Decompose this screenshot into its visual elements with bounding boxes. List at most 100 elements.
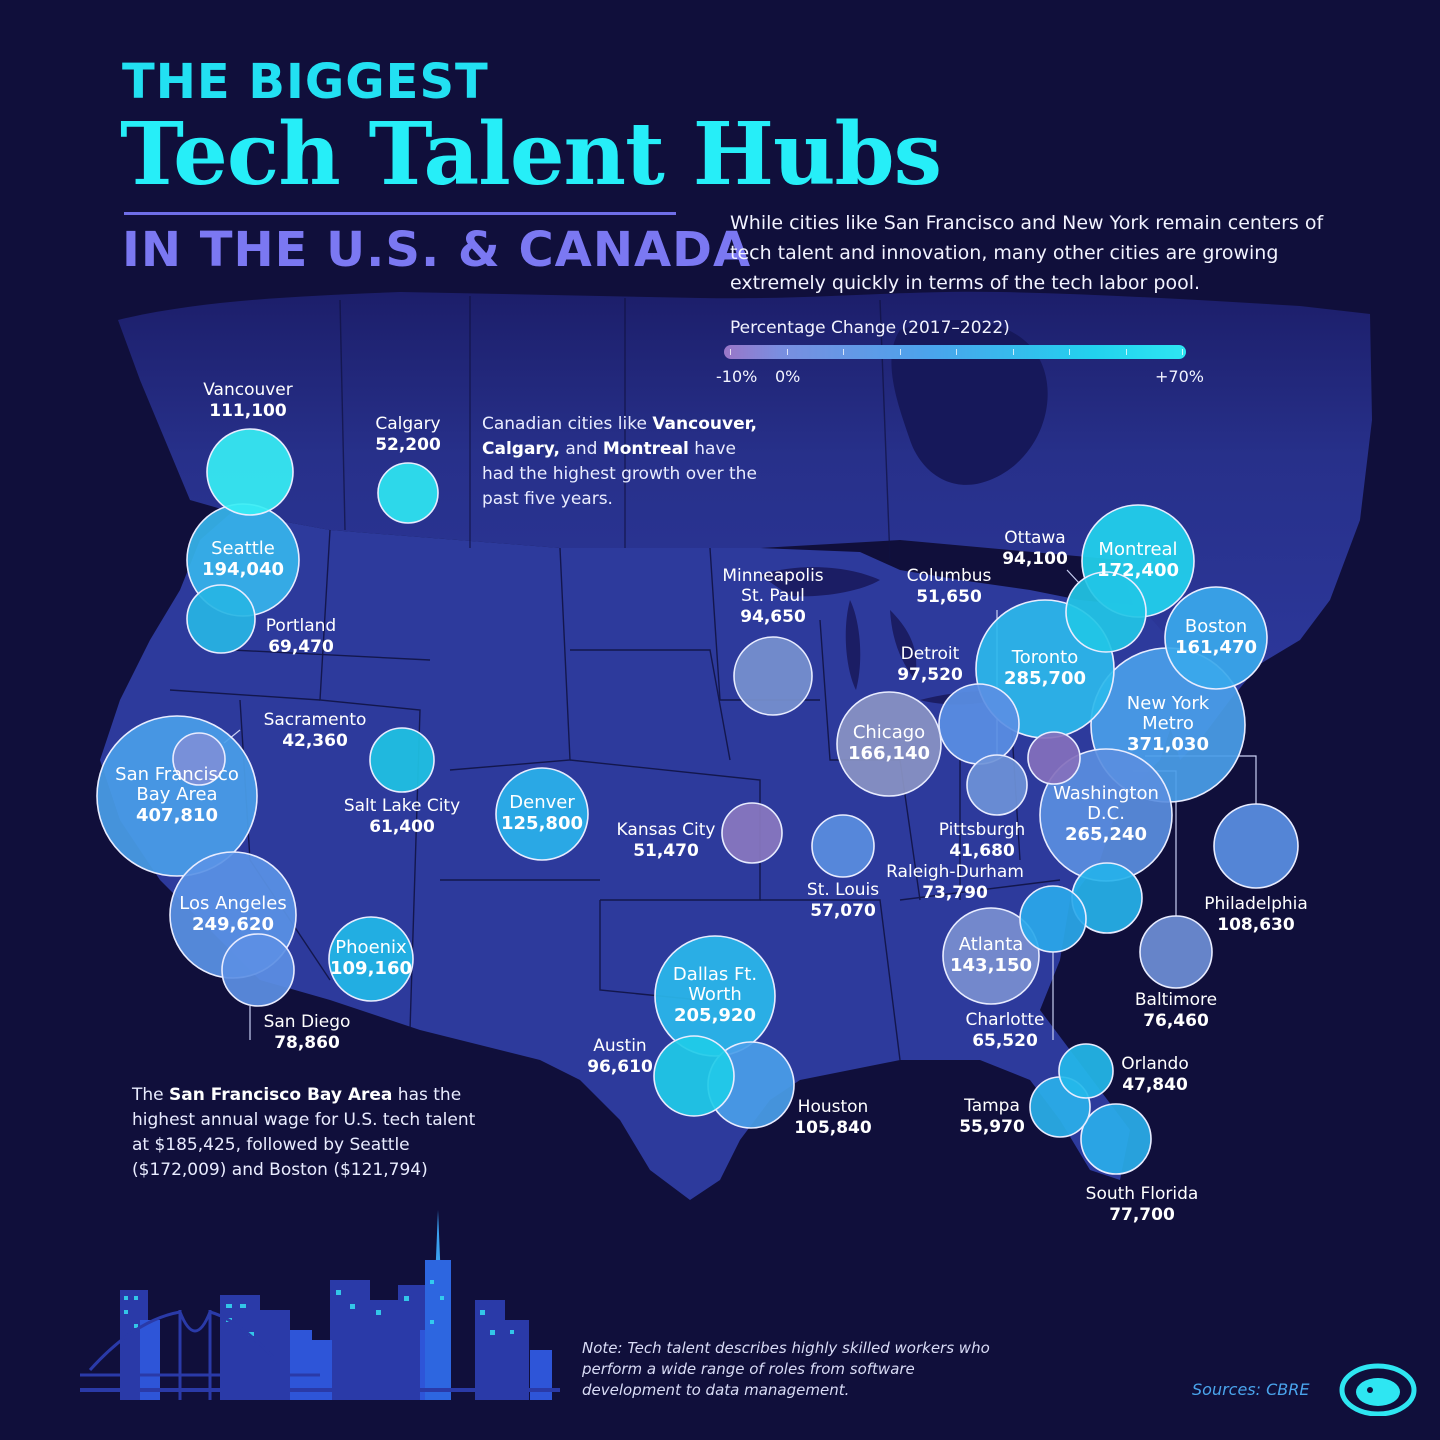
southflorida-bubble xyxy=(1080,1103,1152,1175)
austin-bubble xyxy=(653,1035,735,1117)
tampa-name: Tampa xyxy=(964,1096,1020,1116)
ottawa-bubble xyxy=(1065,571,1147,653)
intro-text: While cities like San Francisco and New … xyxy=(730,212,1324,294)
baltimore-bubble xyxy=(1139,915,1213,989)
tampa-value: 55,970 xyxy=(959,1117,1025,1137)
stlouis-value: 57,070 xyxy=(810,901,876,921)
stlouis-bubble xyxy=(811,814,875,878)
legend-tick xyxy=(899,349,901,355)
portland-name: Portland xyxy=(265,616,337,636)
denver-label: Denver 125,800 xyxy=(501,793,583,835)
dallas-name: Dallas Ft. Worth xyxy=(672,964,758,1005)
canada-note-montreal: Montreal xyxy=(602,439,689,459)
raleigh-name: Raleigh-Durham xyxy=(886,862,1024,882)
sacramento-name: Sacramento xyxy=(263,710,367,730)
calgary-bubble xyxy=(377,462,439,524)
calgary-name: Calgary xyxy=(375,414,441,434)
orlando-bubble xyxy=(1058,1043,1114,1099)
atlanta-name: Atlanta xyxy=(958,934,1024,955)
columbus-name: Columbus xyxy=(906,566,992,586)
title-subtitle: IN THE U.S. & CANADA xyxy=(122,222,752,278)
wage-note-suffix: has the highest annual wage for U.S. tec… xyxy=(132,1085,476,1180)
wage-note-sf: San Francisco Bay Area xyxy=(169,1085,393,1105)
denver-value: 125,800 xyxy=(501,813,583,834)
title-line-1: THE BIGGEST xyxy=(122,54,489,110)
sacramento-bubble xyxy=(172,732,226,786)
baltimore-value: 76,460 xyxy=(1143,1011,1209,1031)
ottawa-label: Ottawa 94,100 xyxy=(1002,528,1068,570)
phoenix-label: Phoenix 109,160 xyxy=(330,938,412,980)
wage-note: The San Francisco Bay Area has the highe… xyxy=(132,1083,482,1183)
legend-min-label: -10% xyxy=(716,367,758,386)
slc-bubble xyxy=(369,727,435,793)
calgary-value: 52,200 xyxy=(375,435,441,455)
dc-value: 265,240 xyxy=(1065,824,1147,845)
charlotte-value: 65,520 xyxy=(972,1031,1038,1051)
dc-name: Washington D.C. xyxy=(1053,783,1159,824)
philadelphia-name: Philadelphia xyxy=(1204,894,1308,914)
stlouis-name: St. Louis xyxy=(806,880,880,900)
charlotte-bubble xyxy=(1019,885,1087,953)
boston-label: Boston 161,470 xyxy=(1175,617,1257,659)
phoenix-name: Phoenix xyxy=(335,937,407,958)
ottawa-name: Ottawa xyxy=(1004,528,1066,548)
chicago-name: Chicago xyxy=(852,722,926,743)
legend-tick xyxy=(786,349,788,355)
southflorida-value: 77,700 xyxy=(1109,1205,1175,1225)
kansascity-value: 51,470 xyxy=(633,841,699,861)
pittsburgh-value: 41,680 xyxy=(949,841,1015,861)
kansascity-name: Kansas City xyxy=(616,820,716,840)
toronto-name: Toronto xyxy=(1011,647,1079,668)
phoenix-bubble xyxy=(328,916,414,1002)
slc-value: 61,400 xyxy=(369,817,435,837)
sacramento-label: Sacramento 42,360 xyxy=(264,710,367,752)
dc-label: Washington D.C. 265,240 xyxy=(1051,784,1161,846)
orlando-name: Orlando xyxy=(1121,1054,1189,1074)
tampa-label: Tampa 55,970 xyxy=(959,1096,1025,1138)
toronto-label: Toronto 285,700 xyxy=(1004,648,1086,690)
wage-note-prefix: The xyxy=(132,1085,170,1105)
bubbles-layer xyxy=(96,428,1299,1175)
canada-note-and: and xyxy=(560,439,603,459)
columbus-bubble xyxy=(966,754,1028,816)
detroit-value: 97,520 xyxy=(897,665,963,685)
raleigh-value: 73,790 xyxy=(922,883,988,903)
minneapolis-label: Minneapolis St. Paul 94,650 xyxy=(713,566,833,628)
usa-landmass xyxy=(100,512,1180,1200)
atlanta-bubble xyxy=(942,907,1040,1005)
seattle-label: Seattle 194,040 xyxy=(202,539,284,581)
pittsburgh-name: Pittsburgh xyxy=(938,820,1026,840)
seattle-value: 194,040 xyxy=(202,559,284,580)
atlanta-label: Atlanta 143,150 xyxy=(950,935,1032,977)
chicago-bubble xyxy=(836,691,942,797)
slc-label: Salt Lake City 61,400 xyxy=(344,796,460,838)
vancouver-value: 111,100 xyxy=(209,401,287,421)
legend-tick xyxy=(730,349,731,355)
montreal-value: 172,400 xyxy=(1097,560,1179,581)
houston-name: Houston xyxy=(797,1097,869,1117)
sacramento-value: 42,360 xyxy=(282,731,348,751)
great-lakes xyxy=(760,567,1010,705)
philadelphia-value: 108,630 xyxy=(1217,915,1295,935)
portland-bubble xyxy=(186,584,256,654)
la-name: Los Angeles xyxy=(179,893,287,914)
canada-note-prefix: Canadian cities like xyxy=(482,414,653,434)
legend-tick xyxy=(956,349,957,355)
phoenix-value: 109,160 xyxy=(330,958,412,979)
atlanta-value: 143,150 xyxy=(950,955,1032,976)
minneapolis-bubble xyxy=(733,636,813,716)
toronto-value: 285,700 xyxy=(1004,668,1086,689)
detroit-bubble xyxy=(938,683,1020,765)
legend-title: Percentage Change (2017–2022) xyxy=(730,318,1010,338)
philadelphia-label: Philadelphia 108,630 xyxy=(1204,894,1308,936)
canada-note-suffix: have had the highest growth over the pas… xyxy=(482,439,757,509)
golden-gate-bridge xyxy=(80,1310,320,1400)
legend-tick xyxy=(1069,349,1070,355)
dallas-label: Dallas Ft. Worth 205,920 xyxy=(670,965,760,1027)
chicago-value: 166,140 xyxy=(848,743,930,764)
detroit-label: Detroit 97,520 xyxy=(897,644,963,686)
orlando-value: 47,840 xyxy=(1122,1075,1188,1095)
canada-note-vancouver: Vancouver, xyxy=(652,414,757,434)
